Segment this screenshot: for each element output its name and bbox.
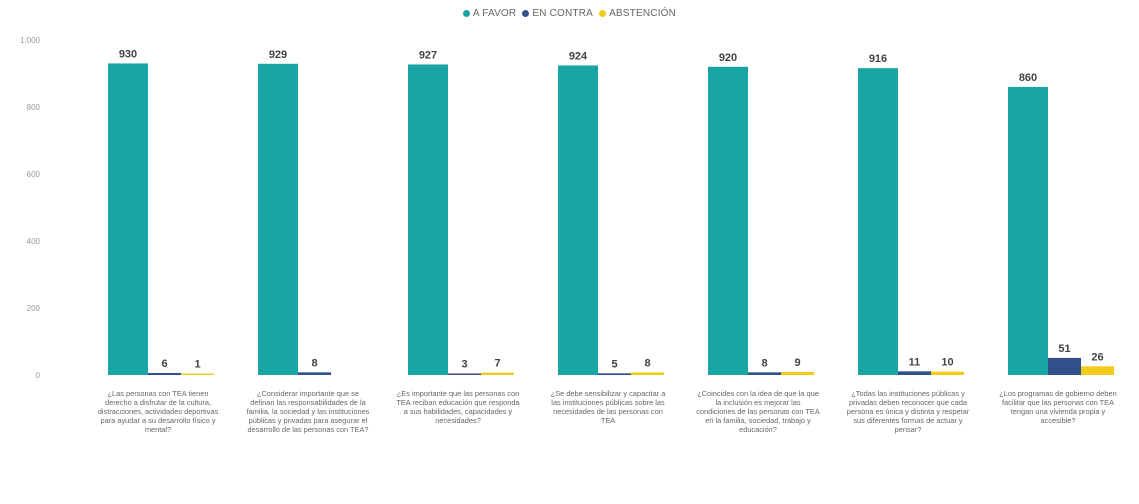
y-axis: 0 200 400 600 800 1.000 (20, 36, 41, 380)
value-label-abstencion-3: 7 (494, 358, 500, 370)
value-label-a-favor-3: 927 (419, 49, 437, 61)
value-label-a-favor-1: 930 (119, 48, 137, 60)
legend-swatch (462, 10, 470, 17)
value-label-en-contra-3: 3 (461, 359, 467, 371)
chart-legend: A FAVOR EN CONTRA ABSTENCIÓN (0, 8, 1139, 19)
legend-label: A FAVOR (472, 8, 517, 19)
bar-abstencion-1 (181, 373, 214, 375)
y-tick-label: 400 (27, 237, 41, 246)
bar-a-favor-3 (408, 64, 448, 375)
legend-swatch (599, 10, 607, 17)
value-label-a-favor-6: 916 (869, 53, 887, 65)
bar-en-contra-6 (898, 371, 931, 375)
value-label-abstencion-1: 1 (194, 359, 200, 371)
x-category-label: ¿Coincides con la idea de que la que la … (696, 389, 820, 434)
x-category-label: ¿Todas las instituciones públicas y priv… (846, 389, 970, 434)
value-labels: 930 6 1 929 8 927 3 7 924 5 8 920 8 9 916 11 10 860 51 26 (119, 48, 1104, 370)
x-category-label: ¿Considerar importante que se definan la… (246, 389, 370, 434)
value-label-en-contra-5: 8 (761, 357, 767, 369)
x-category-label: ¿Las personas con TEA tienen derecho a d… (97, 389, 219, 434)
legend-swatch (522, 10, 530, 17)
bar-en-contra-2 (298, 372, 331, 375)
legend-item-en-contra: EN CONTRA (522, 8, 593, 19)
bar-a-favor-1 (108, 63, 148, 375)
bar-en-contra-4 (598, 373, 631, 375)
value-label-en-contra-6: 11 (909, 356, 921, 368)
y-tick-label: 600 (27, 170, 41, 179)
x-category-label: ¿Es importante que las personas con TEA … (396, 389, 520, 425)
bar-abstencion-3 (481, 372, 514, 375)
value-label-a-favor-7: 860 (1019, 72, 1037, 84)
bar-a-favor-2 (258, 63, 298, 375)
bar-abstencion-6 (931, 371, 964, 375)
bar-en-contra-5 (748, 372, 781, 375)
value-label-a-favor-5: 920 (719, 52, 737, 64)
y-tick-label: 0 (36, 371, 41, 380)
value-label-a-favor-2: 929 (269, 49, 287, 61)
value-label-en-contra-1: 6 (161, 358, 167, 370)
value-label-en-contra-2: 8 (311, 357, 317, 369)
y-tick-label: 800 (27, 103, 41, 112)
bars-group (108, 63, 1114, 376)
x-category-label: ¿Se debe sensibilizar y capacitar a las … (550, 389, 666, 425)
bar-a-favor-6 (858, 68, 898, 375)
bar-a-favor-5 (708, 66, 748, 376)
value-label-abstencion-4: 8 (644, 357, 650, 369)
bar-abstencion-7 (1081, 366, 1114, 375)
x-category-label: ¿Los programas de gobierno deben facilit… (999, 389, 1117, 425)
bar-abstencion-5 (781, 371, 814, 375)
value-label-a-favor-4: 924 (569, 50, 588, 62)
legend-label: EN CONTRA (532, 8, 594, 19)
y-tick-label: 1.000 (20, 36, 41, 45)
value-label-abstencion-7: 26 (1091, 351, 1103, 363)
value-label-en-contra-4: 5 (611, 358, 617, 370)
bar-en-contra-1 (148, 372, 181, 375)
value-label-abstencion-5: 9 (794, 357, 800, 369)
bar-a-favor-4 (558, 65, 598, 376)
value-label-abstencion-6: 10 (941, 357, 953, 369)
bar-en-contra-3 (448, 373, 481, 375)
bar-en-contra-7 (1048, 357, 1081, 375)
bar-a-favor-7 (1008, 86, 1048, 376)
legend-item-abstencion: ABSTENCIÓN (599, 8, 676, 19)
y-tick-label: 200 (27, 304, 41, 313)
legend-item-a-favor: A FAVOR (462, 8, 517, 19)
value-label-en-contra-7: 51 (1058, 343, 1070, 355)
bar-abstencion-4 (631, 372, 664, 375)
legend-label: ABSTENCIÓN (609, 8, 677, 19)
